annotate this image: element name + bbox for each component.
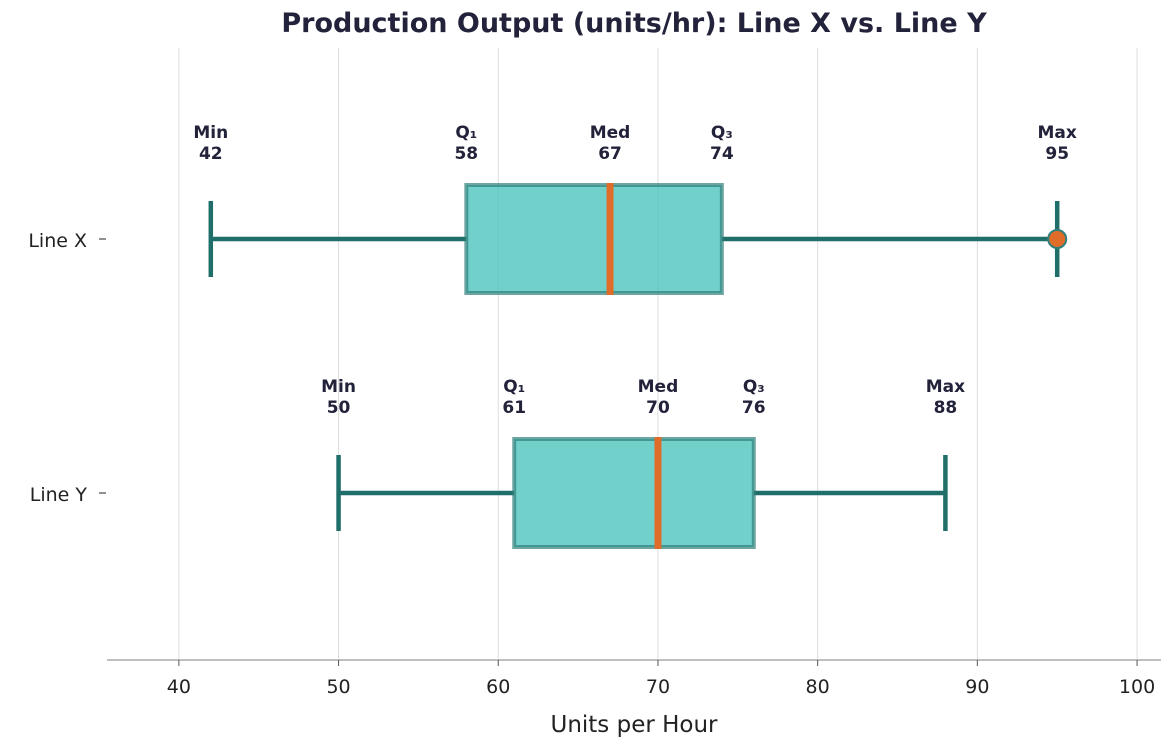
annotation-q3-label: Q₃	[711, 123, 733, 143]
chart-title: Production Output (units/hr): Line X vs.…	[281, 8, 987, 39]
grid-lines	[178, 48, 1138, 660]
x-tick-label: 70	[646, 676, 670, 698]
x-tick-label: 60	[486, 676, 510, 698]
annotation-median-label: Med	[590, 123, 631, 143]
x-tick-label: 100	[1119, 676, 1155, 698]
annotation-min-label: Min	[321, 377, 356, 397]
x-tick-label: 50	[326, 676, 350, 698]
annotation-q1-value: 61	[502, 398, 526, 418]
iqr-box	[464, 183, 724, 295]
x-tick-label: 40	[167, 676, 191, 698]
annotation-max-value: 88	[934, 398, 958, 418]
annotation-q1-label: Q₁	[503, 377, 525, 397]
annotation-q1-value: 58	[454, 144, 478, 164]
annotation-min-label: Min	[193, 123, 228, 143]
outlier-point	[1047, 229, 1068, 249]
y-ticks: Line X Line Y	[28, 230, 106, 506]
box-plots: Min42Q₁58Med67Q₃74Max95Min50Q₁61Med70Q₃7…	[193, 123, 1077, 549]
annotation-median-value: 67	[598, 144, 622, 164]
annotation-q3-label: Q₃	[743, 377, 765, 397]
annotation-min-value: 42	[199, 144, 223, 164]
annotation-q3-value: 74	[710, 144, 734, 164]
x-axis-label: Units per Hour	[550, 712, 718, 738]
y-tick-label: Line X	[28, 230, 87, 252]
x-ticks: 40 50 60 70 80 90 100	[167, 660, 1155, 698]
annotation-median-value: 70	[646, 398, 670, 418]
annotation-max-label: Max	[926, 377, 965, 397]
iqr-box	[512, 437, 756, 549]
annotation-max-value: 95	[1045, 144, 1069, 164]
x-tick-label: 90	[965, 676, 989, 698]
annotation-q1-label: Q₁	[455, 123, 477, 143]
y-tick-label: Line Y	[30, 484, 88, 506]
annotation-median-label: Med	[638, 377, 679, 397]
annotation-q3-value: 76	[742, 398, 766, 418]
annotation-max-label: Max	[1038, 123, 1077, 143]
annotation-min-value: 50	[327, 398, 351, 418]
x-tick-label: 80	[806, 676, 830, 698]
